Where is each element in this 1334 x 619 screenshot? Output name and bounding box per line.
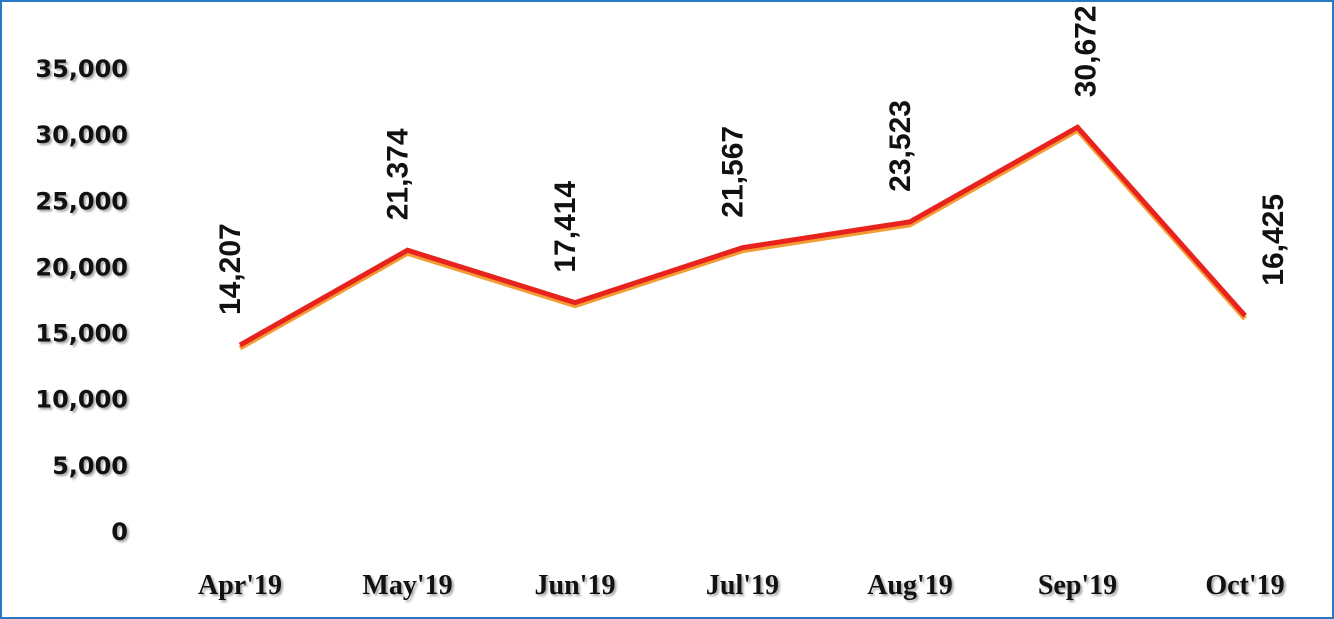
x-tick-label: May'19 (362, 570, 452, 601)
data-label: 30,672 (1069, 5, 1102, 97)
y-tick-label: 30,000 (35, 121, 128, 149)
x-tick-label: Jul'19 (706, 570, 779, 601)
y-tick-label: 20,000 (35, 253, 128, 281)
data-label: 17,414 (549, 181, 582, 273)
data-label: 21,374 (381, 128, 414, 220)
y-tick-label: 15,000 (35, 320, 128, 348)
x-tick-label: Sep'19 (1038, 570, 1117, 601)
x-tick-label: Jun'19 (535, 570, 616, 601)
x-tick-label: Aug'19 (867, 570, 953, 601)
data-label: 23,523 (884, 100, 917, 192)
y-tick-label: 25,000 (35, 187, 128, 215)
y-tick-label: 10,000 (35, 386, 128, 414)
y-tick-label: 0 (111, 518, 128, 546)
x-tick-label: Oct'19 (1205, 570, 1284, 601)
data-label: 21,567 (716, 126, 749, 218)
y-tick-label: 5,000 (52, 452, 128, 480)
y-tick-label: 35,000 (35, 55, 128, 83)
line (238, 124, 1247, 348)
x-tick-label: Apr'19 (198, 570, 282, 601)
data-label: 14,207 (214, 223, 247, 315)
data-label: 16,425 (1257, 194, 1290, 286)
